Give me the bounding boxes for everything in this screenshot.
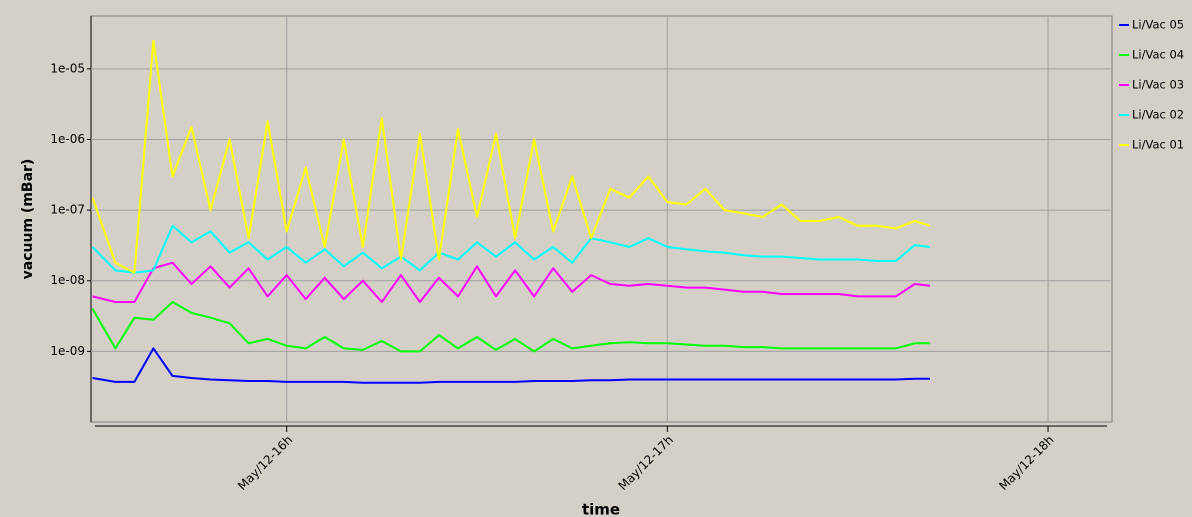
plot-area [90,15,1113,423]
x-axis-title: time [582,501,620,517]
series-line [92,261,931,303]
y-tick-label: 1e-05 [50,61,85,75]
x-tick-label: May/12-16h [235,433,295,493]
y-tick-label: 1e-06 [50,132,85,146]
y-tick-label: 1e-07 [50,203,85,217]
y-tick-label: 1e-08 [50,273,85,287]
legend-label: Li/Vac 02 [1132,108,1184,122]
legend-label: Li/Vac 03 [1132,78,1184,92]
legend-label: Li/Vac 01 [1132,138,1184,152]
series-line [91,39,931,274]
y-tick-label: 1e-09 [50,344,85,358]
series-line [91,301,930,353]
legend-label: Li/Vac 05 [1132,18,1184,32]
x-tick-label: May/12-18h [996,433,1056,493]
x-tick-label: May/12-17h [616,433,676,493]
series-line [91,224,931,274]
y-axis-title: vacuum (mBar) [20,159,36,280]
legend-label: Li/Vac 04 [1132,48,1184,62]
series-line [92,347,930,384]
